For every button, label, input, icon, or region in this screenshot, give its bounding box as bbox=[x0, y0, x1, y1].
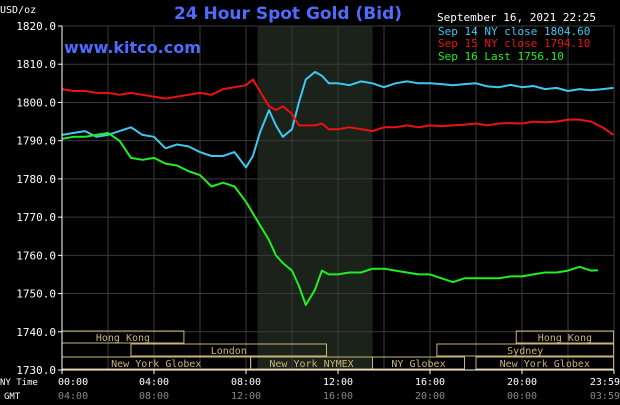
series-line-2 bbox=[61, 78, 615, 136]
x-tick-label-ny: 16:00 bbox=[415, 377, 445, 388]
axes: 1820.0 1810.0 1800.0 1790.0 1780.0 1770.0 1760… bbox=[16, 20, 620, 402]
gmt-row-label: GMT bbox=[4, 392, 21, 402]
y-tick-label: 1800.0 bbox=[16, 96, 56, 109]
session-box bbox=[515, 330, 615, 344]
series-line-3 bbox=[61, 132, 598, 306]
session-label: New York Globex bbox=[111, 359, 201, 370]
unit-label: USD/oz bbox=[0, 5, 36, 16]
session-label: Hong Kong bbox=[96, 333, 150, 344]
date-label: September 16, 2021 22:25 bbox=[437, 11, 596, 24]
x-tick-label-ny: 20:00 bbox=[507, 377, 537, 388]
market-sessions: Hong Kong Hong Kong London Sydney New York G… bbox=[61, 330, 615, 370]
shaded-session-band bbox=[257, 26, 373, 370]
session-label: Hong Kong bbox=[538, 333, 592, 344]
y-tick-label: 1820.0 bbox=[16, 20, 56, 33]
ny-time-row-label: NY Time bbox=[0, 378, 38, 388]
x-tick-label-ny: 12:00 bbox=[323, 377, 353, 388]
x-tick-label-ny: 08:00 bbox=[231, 377, 261, 388]
x-tick-label-gmt: 12:00 bbox=[231, 391, 261, 402]
chart-title: 24 Hour Spot Gold (Bid) bbox=[174, 4, 402, 24]
y-tick-label: 1780.0 bbox=[16, 173, 56, 186]
y-tick-label: 1740.0 bbox=[16, 326, 56, 339]
legend-entry: Sep 15 NY close 1794.10 bbox=[438, 37, 590, 50]
session-box bbox=[130, 343, 327, 357]
session-box bbox=[372, 356, 465, 370]
session-label: New York Globex bbox=[500, 359, 590, 370]
y-tick-label: 1750.0 bbox=[16, 288, 56, 301]
x-tick-label-gmt: 08:00 bbox=[139, 391, 169, 402]
x-tick-label-ny: 23:59 bbox=[590, 377, 620, 388]
series-line-1 bbox=[61, 70, 614, 169]
y-tick-label: 1770.0 bbox=[16, 211, 56, 224]
x-tick-label-ny: 04:00 bbox=[139, 377, 169, 388]
y-tick-label: 1760.0 bbox=[16, 249, 56, 262]
session-box bbox=[475, 356, 615, 370]
y-tick-label: 1790.0 bbox=[16, 135, 56, 148]
legend-entry: Sep 16 Last 1756.10 bbox=[438, 50, 564, 63]
x-tick-label-gmt: 00:00 bbox=[507, 391, 537, 402]
legend: Sep 14 NY close 1804.60 Sep 15 NY close … bbox=[438, 25, 590, 63]
session-label: Sydney bbox=[507, 346, 543, 357]
session-label: New York NYMEX bbox=[269, 359, 353, 370]
session-box bbox=[436, 343, 615, 357]
legend-entry: Sep 14 NY close 1804.60 bbox=[438, 25, 590, 38]
x-tick-label-gmt: 20:00 bbox=[415, 391, 445, 402]
x-tick-label-gmt: 04:00 bbox=[58, 391, 88, 402]
x-tick-label-ny: 00:00 bbox=[58, 377, 88, 388]
series-lines bbox=[61, 70, 615, 306]
session-label: London bbox=[211, 346, 247, 357]
kitco-watermark[interactable]: www.kitco.com bbox=[64, 38, 201, 57]
shade-rect bbox=[257, 26, 373, 370]
y-tick-label: 1730.0 bbox=[16, 364, 56, 377]
x-tick-label-gmt: 03:59 bbox=[590, 391, 620, 402]
session-label: NY Globex bbox=[391, 359, 445, 370]
x-tick-label-gmt: 16:00 bbox=[323, 391, 353, 402]
y-tick-label: 1810.0 bbox=[16, 58, 56, 71]
